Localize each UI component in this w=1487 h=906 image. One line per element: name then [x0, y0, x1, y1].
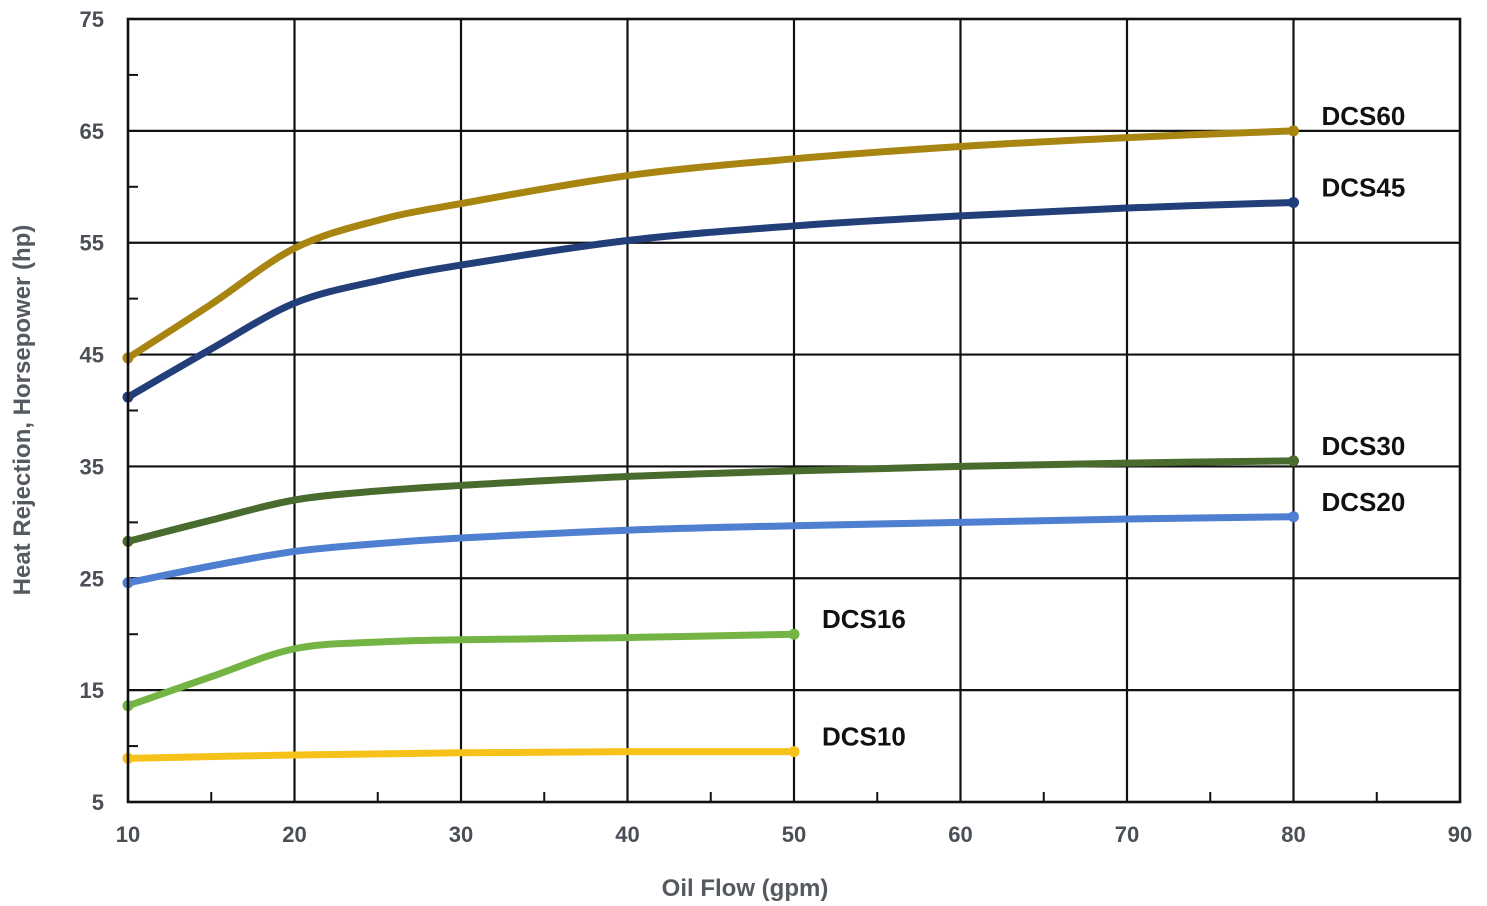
y-tick-label: 75 — [80, 7, 104, 32]
minor-ticks — [128, 73, 1378, 802]
y-tick-label: 15 — [80, 678, 104, 703]
series-label-dcs60: DCS60 — [1322, 101, 1406, 131]
x-tick-label: 50 — [782, 822, 806, 847]
series-line-dcs45 — [124, 198, 1297, 401]
x-axis-title: Oil Flow (gpm) — [662, 875, 829, 902]
series-line-dcs60 — [124, 127, 1297, 362]
x-tick-label: 70 — [1115, 822, 1139, 847]
series-label-dcs30: DCS30 — [1322, 431, 1406, 461]
series-point-dcs20-end — [1288, 511, 1299, 523]
y-tick-label: 65 — [80, 119, 104, 144]
series-point-dcs16-end — [788, 628, 800, 640]
y-tick-label: 5 — [92, 790, 104, 815]
y-tick-label: 25 — [80, 566, 104, 591]
x-tick-label: 10 — [116, 822, 140, 847]
series-labels: DCS60 DCS45 DCS30 DCS20 DCS16 DCS10 — [822, 101, 1405, 752]
x-tick-labels: 10 20 30 40 50 60 70 80 90 — [116, 822, 1472, 847]
series-lines — [122, 125, 1299, 764]
plot-border — [126, 17, 1462, 804]
series-point-dcs10-end — [788, 746, 800, 758]
series-line-dcs16 — [124, 630, 798, 710]
y-tick-label: 35 — [80, 454, 104, 479]
series-label-dcs10: DCS10 — [822, 722, 906, 752]
y-tick-labels: 5 15 25 35 45 55 65 75 — [80, 7, 104, 815]
series-label-dcs45: DCS45 — [1322, 172, 1406, 202]
x-tick-label: 30 — [449, 822, 473, 847]
series-point-dcs45-end — [1288, 196, 1299, 208]
plot-frame — [126, 17, 1462, 804]
series-line-dcs30 — [124, 457, 1297, 545]
x-tick-label: 40 — [615, 822, 639, 847]
x-tick-label: 60 — [948, 822, 972, 847]
x-tick-label: 80 — [1281, 822, 1305, 847]
x-tick-label: 90 — [1448, 822, 1472, 847]
y-tick-label: 45 — [80, 343, 104, 368]
y-axis-title: Heat Rejection, Horsepower (hp) — [9, 225, 36, 596]
series-line-dcs20 — [124, 513, 1297, 587]
series-line-dcs10 — [124, 748, 798, 762]
series-label-dcs16: DCS16 — [822, 604, 906, 634]
y-tick-label: 55 — [80, 231, 104, 256]
series-point-dcs30-end — [1288, 455, 1299, 467]
series-label-dcs20: DCS20 — [1322, 487, 1406, 517]
x-tick-label: 20 — [282, 822, 306, 847]
series-point-dcs60-end — [1288, 125, 1299, 137]
